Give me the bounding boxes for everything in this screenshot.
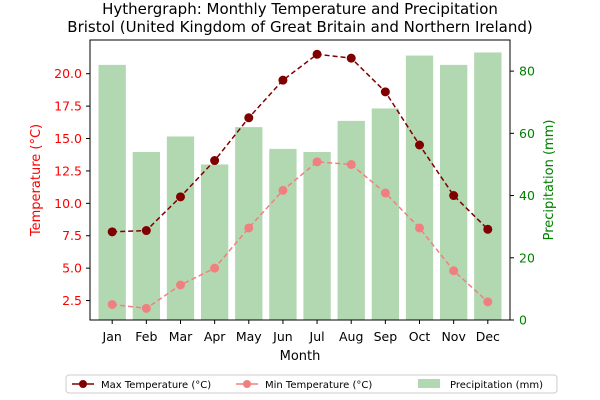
precip-bar-apr [200,164,229,320]
min-temp-point-sep [380,188,390,198]
precip-bar-jun [269,148,297,320]
y-left-tick-label: 17.5 [54,99,82,114]
max-temp-line [112,53,489,233]
max-temp-point-mar [175,192,185,202]
y-left-tick-label: 15.0 [54,131,82,146]
precip-bar-dec [474,52,502,320]
max-temp-point-aug [346,53,356,63]
max-temp-point-jan [107,227,117,237]
y-right-tick-label: 40 [519,188,535,203]
x-tick-label-may: May [236,329,262,344]
min-temp-point-nov [449,266,459,276]
x-tick-label-feb: Feb [135,329,157,344]
min-temp-point-may [244,223,254,233]
max-temp-point-apr [210,156,220,166]
legend-max-temp-label: Max Temperature (°C) [101,380,211,391]
x-axis-label: Month [280,349,321,364]
x-tick-label-dec: Dec [476,329,500,344]
y-left-tick-label: 2.5 [62,293,82,308]
legend-max-temp-marker [79,380,87,388]
y-right-axis-label: Precipitation (mm) [542,120,557,241]
x-tick-label-oct: Oct [409,329,431,344]
plot-frame [89,39,511,321]
min-temp-point-mar [175,280,185,290]
chart-title-line1: Hythergraph: Monthly Temperature and Pre… [102,0,498,18]
min-temp-point-aug [346,159,356,169]
min-temp-point-feb [141,303,151,313]
y-left-tick-label: 7.5 [62,228,82,243]
legend: Max Temperature (°C) Min Temperature (°C… [65,374,558,394]
x-tick-label-nov: Nov [441,329,466,344]
x-tick-label-mar: Mar [169,329,193,344]
max-temp-point-may [244,113,254,123]
legend-min-temp-label: Min Temperature (°C) [265,380,372,391]
legend-min-temp-marker [243,380,251,388]
max-temp-point-sep [380,87,390,97]
chart-title-line2: Bristol (United Kingdom of Great Britain… [67,18,532,36]
x-tick-label-sep: Sep [374,329,398,344]
legend-precip-swatch [418,379,440,388]
y-right-tick-label: 60 [519,126,535,141]
min-temp-line [112,161,489,310]
x-tick-label-jun: Jun [272,329,293,344]
legend-precip-label: Precipitation (mm) [450,380,543,391]
min-temp-point-oct [415,223,425,233]
y-left-axis-label: Temperature (°C) [29,124,44,237]
min-temp-point-dec [483,297,493,307]
y-left-tick-label: 10.0 [54,196,82,211]
x-tick-label-aug: Aug [339,329,363,344]
plot-area: 2.5 5.0 7.5 10.0 12.5 15.0 17.5 20.0 0 20 40 60 80 Ja… [54,39,535,344]
y-right-tick-label: 20 [519,250,535,265]
precip-bar-sep [371,108,400,320]
min-temp-point-jun [278,185,288,195]
min-temp-point-jan [107,299,117,309]
precip-bar-aug [337,120,365,320]
precip-bar-oct [405,55,434,321]
max-temp-point-nov [449,191,459,201]
precip-bar-feb [132,152,160,320]
precip-bar-jul [303,152,331,320]
max-temp-point-oct [415,140,425,150]
max-temp-point-jul [312,49,322,59]
precip-bar-jan [98,64,126,320]
y-left-tick-label: 12.5 [54,163,82,178]
min-temp-point-jul [312,157,322,167]
max-temp-point-dec [483,224,493,234]
y-right-tick-label: 80 [519,64,535,79]
y-left-tick-label: 20.0 [54,66,82,81]
min-temp-point-apr [210,263,220,273]
y-left-tick-label: 5.0 [62,261,82,276]
x-tick-label-apr: Apr [204,329,226,344]
max-temp-point-feb [141,226,151,236]
y-right-tick-label: 0 [519,313,527,328]
x-tick-label-jan: Jan [102,329,122,344]
x-tick-label-jul: Jul [309,329,325,344]
precip-bar-mar [166,136,195,320]
max-temp-point-jun [278,75,288,85]
